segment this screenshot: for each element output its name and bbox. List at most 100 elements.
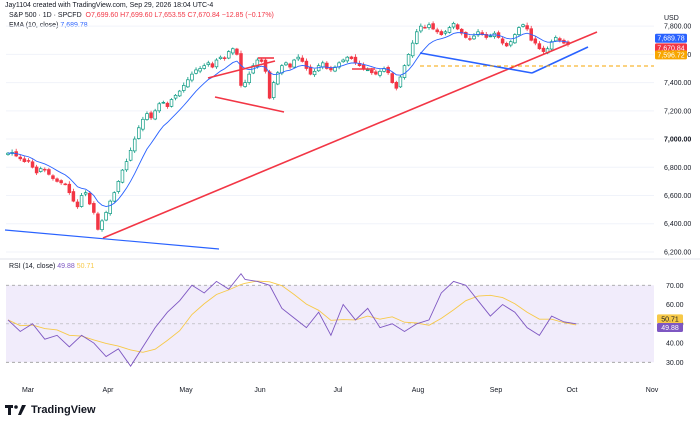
currency-label: USD xyxy=(664,15,679,22)
ema-label: EMA (10, close) xyxy=(9,22,59,29)
price-tick-label: 6,600.00 xyxy=(664,193,691,200)
candle xyxy=(296,54,300,62)
candle-body xyxy=(194,69,198,74)
candle-body xyxy=(500,38,505,44)
tradingview-logo[interactable]: TradingView xyxy=(5,404,96,416)
candle xyxy=(71,188,76,203)
candle-body xyxy=(255,59,260,67)
candle-body xyxy=(455,24,460,30)
time-tick-label: Jul xyxy=(334,387,343,394)
candle-body xyxy=(18,156,23,160)
candle xyxy=(509,40,513,48)
candle xyxy=(419,23,423,34)
candle xyxy=(284,61,288,66)
candle xyxy=(226,50,231,60)
price-labels: 7,689.78 7,670.847,596.72 xyxy=(655,33,687,60)
candle-body xyxy=(128,149,133,161)
candle-body xyxy=(30,161,35,168)
candle xyxy=(415,28,419,45)
candle-body xyxy=(83,192,88,195)
candle-body xyxy=(312,70,317,76)
candle xyxy=(231,47,235,56)
candle xyxy=(304,58,309,71)
candles xyxy=(6,21,570,232)
candle xyxy=(300,55,305,63)
trendline-march-low[interactable] xyxy=(4,229,220,250)
candle xyxy=(169,98,174,108)
price-label-text: 7,689.78 xyxy=(657,36,684,43)
candle-body xyxy=(67,183,72,194)
trendline-sep-rise[interactable] xyxy=(531,46,589,74)
candle-body xyxy=(349,56,354,59)
candle-body xyxy=(222,57,227,59)
rsi-tick-label: 60.00 xyxy=(666,302,684,309)
candle xyxy=(116,180,121,194)
candle xyxy=(276,71,280,86)
candle-body xyxy=(308,66,313,75)
candle-body xyxy=(71,191,76,202)
candle xyxy=(447,25,452,34)
candle-body xyxy=(137,127,141,139)
candle xyxy=(431,21,435,31)
candle xyxy=(210,61,215,69)
candle-body xyxy=(22,158,27,162)
candle-body xyxy=(553,37,558,42)
candle xyxy=(345,55,350,63)
candle xyxy=(292,58,296,69)
candle-body xyxy=(108,200,112,214)
candle xyxy=(108,199,112,216)
price-label-last: 7,670.84 xyxy=(655,43,687,53)
candle xyxy=(92,201,96,215)
candle xyxy=(325,61,329,70)
trendline-may-bottom[interactable] xyxy=(214,96,285,113)
price-tick-label: 7,000.00 xyxy=(664,137,691,144)
candle-body xyxy=(177,90,182,97)
candle xyxy=(247,71,251,85)
candle-body xyxy=(267,71,272,99)
candle xyxy=(435,27,439,34)
price-label-box xyxy=(655,50,687,60)
candle xyxy=(10,149,14,156)
candle-body xyxy=(43,168,47,171)
candle-body xyxy=(345,56,350,62)
candle-body xyxy=(509,41,513,46)
time-tick-label: Aug xyxy=(412,387,425,394)
candle xyxy=(153,108,157,121)
candle xyxy=(222,56,227,61)
candle-body xyxy=(541,47,546,52)
candle-body xyxy=(488,35,493,38)
candle-body xyxy=(533,38,538,44)
rsi-ma-line xyxy=(7,280,577,353)
candle xyxy=(96,211,100,231)
candle-body xyxy=(235,48,239,55)
candle xyxy=(75,199,80,209)
candle xyxy=(67,181,72,195)
price-label-text: 7,596.72 xyxy=(657,52,684,59)
candle-body xyxy=(259,59,264,62)
candle xyxy=(439,29,444,36)
candle xyxy=(157,101,161,113)
candle-body xyxy=(92,203,96,213)
candle-body xyxy=(517,27,521,35)
candle-body xyxy=(325,62,329,69)
trendline-may-top[interactable] xyxy=(207,60,276,79)
candle-body xyxy=(190,73,194,81)
candle xyxy=(533,36,538,46)
rsi-legend: RSI (14, close) 49.88 50.71 xyxy=(9,263,94,270)
candle-body xyxy=(276,72,280,85)
candle-body xyxy=(116,181,121,192)
trendline-aug-channel[interactable] xyxy=(419,52,533,74)
candle-body xyxy=(104,212,108,221)
candle xyxy=(145,111,149,121)
candle-body xyxy=(226,51,231,59)
rsi-value-text: 50.71 xyxy=(661,316,679,323)
candle xyxy=(468,35,472,41)
candle xyxy=(43,167,47,173)
candle xyxy=(271,80,276,100)
candle-body xyxy=(353,56,358,64)
rsi-value-text: 49.88 xyxy=(661,325,679,332)
candle xyxy=(320,60,325,70)
candle-body xyxy=(157,103,161,112)
candle xyxy=(18,154,23,161)
